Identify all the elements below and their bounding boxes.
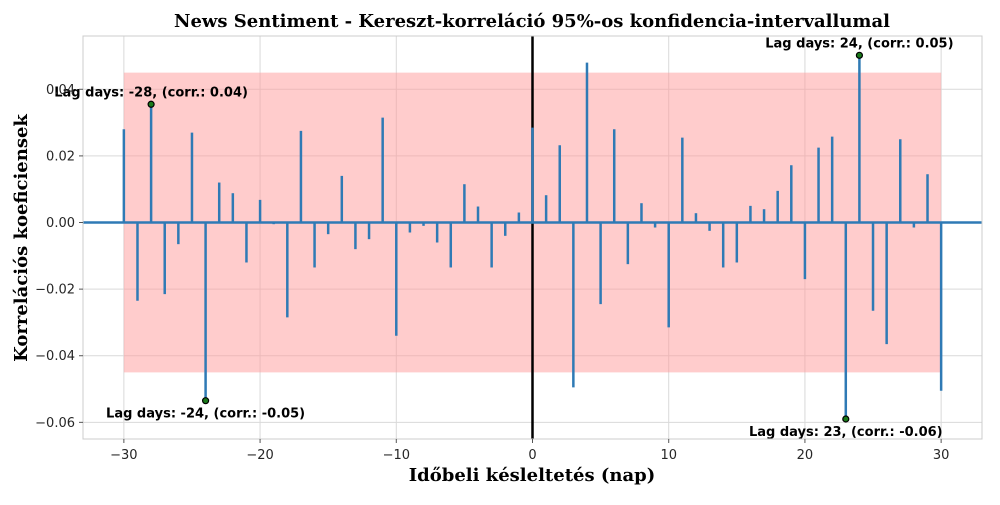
- y-tick-label: 0.00: [46, 216, 75, 231]
- x-tick-label: 0: [528, 448, 536, 463]
- annotation-label: Lag days: 24, (corr.: 0.05): [765, 36, 953, 51]
- x-tick-label: −20: [246, 448, 273, 463]
- y-tick-label: 0.04: [46, 83, 75, 98]
- x-axis-label: Időbeli késleltetés (nap): [409, 465, 655, 486]
- annotation-marker: [147, 100, 155, 108]
- x-tick-label: −10: [383, 448, 410, 463]
- y-tick-labels: −0.06 −0.04 −0.02 0.00 0.02 0.04: [35, 83, 83, 431]
- x-tick-label: 10: [660, 448, 677, 463]
- annotation-label: Lag days: -28, (corr.: 0.04): [54, 85, 248, 100]
- annotation-label: Lag days: 23, (corr.: -0.06): [749, 425, 943, 440]
- annotation-label: Lag days: -24, (corr.: -0.05): [106, 407, 305, 422]
- x-tick-label: 30: [933, 448, 950, 463]
- x-tick-label: −30: [110, 448, 137, 463]
- y-tick-label: −0.06: [35, 416, 75, 431]
- y-tick-label: −0.02: [35, 283, 75, 298]
- correlation-stems: [83, 55, 982, 420]
- y-tick-label: −0.04: [35, 349, 75, 364]
- x-tick-labels: −30 −20 −10 0 10 20 30: [110, 439, 949, 463]
- y-tick-label: 0.02: [46, 149, 75, 164]
- annotations: Lag days: -28, (corr.: 0.04) Lag days: -2…: [54, 36, 953, 440]
- y-axis-label: Korrelációs koeficiensek: [11, 114, 32, 362]
- annotation-marker: [855, 51, 864, 59]
- x-tick-label: 20: [797, 448, 814, 463]
- annotation-marker: [842, 415, 850, 423]
- annotation-marker: [201, 397, 210, 405]
- chart-title: News Sentiment - Kereszt-korreláció 95%-…: [174, 11, 890, 32]
